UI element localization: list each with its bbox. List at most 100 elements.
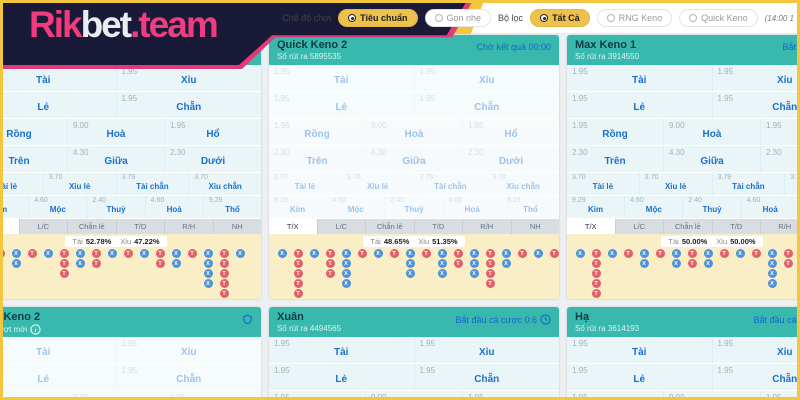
panel-status[interactable]: Bắt đầu cá cược [783, 42, 797, 52]
bet-cell-chẵn[interactable]: 1.95 Chẵn [115, 364, 262, 390]
tab-t-x[interactable]: T/X [3, 219, 19, 234]
bet-cell-thuỷ[interactable]: 2.40 Thuỷ [384, 196, 442, 218]
bet-cell-dưới[interactable]: 2.30 Dưới [164, 146, 261, 172]
bet-cell-chẵn[interactable]: 1.95 Chẵn [413, 92, 560, 118]
bet-cell-giữa[interactable]: 4.30 Giữa [663, 146, 760, 172]
tab-t-d[interactable]: T/D [413, 219, 463, 234]
tab-chẵn-lẻ[interactable]: Chẵn lẻ [365, 219, 414, 234]
filter-option-rng-keno[interactable]: RNG Keno [596, 9, 673, 27]
tab-nh[interactable]: NH [212, 219, 262, 234]
bet-cell-giữa[interactable]: 4.30 Giữa [365, 146, 462, 172]
tab-chẵn-lẻ[interactable]: Chẵn lẻ [663, 219, 712, 234]
bet-cell-tài-chẵn[interactable]: 3.79 Tài chẵn [413, 173, 487, 195]
bet-cell-chẵn[interactable]: 1.95 Chẵn [711, 364, 797, 390]
bet-cell-chẵn[interactable]: 1.95 Chẵn [115, 92, 262, 118]
tab-chẵn-lẻ[interactable]: Chẵn lẻ [67, 219, 116, 234]
bet-cell-xỉu-lẻ[interactable]: 3.70 Xỉu lẻ [638, 173, 712, 195]
panel-status[interactable]: Bắt đầu cá cược 0:6 [456, 314, 551, 325]
bet-cell-chẵn[interactable]: 1.95 Chẵn [711, 92, 797, 118]
bet-cell-mộc[interactable]: 4.60 Mộc [624, 196, 682, 218]
filter-option-all[interactable]: Tất Cả [530, 9, 590, 27]
tab-t-x[interactable]: T/X [269, 219, 317, 234]
brand-logo[interactable]: Rikbet.team [29, 4, 219, 46]
bet-cell-mộc[interactable]: 4.60 Mộc [28, 196, 86, 218]
tab-l-c[interactable]: L/C [316, 219, 366, 234]
bet-cell-xỉu-lẻ[interactable]: 3.70 Xỉu lẻ [42, 173, 116, 195]
bet-cell-xỉu[interactable]: 1.95 Xỉu [711, 65, 798, 91]
tab-r-h[interactable]: R/H [164, 219, 213, 234]
bet-cell-chẵn[interactable]: 1.95 Chẵn [413, 364, 560, 390]
panel-status[interactable] [242, 314, 253, 325]
bet-cell-thuỷ[interactable]: 2.40 Thuỷ [86, 196, 144, 218]
bet-cell-tài-lẻ[interactable]: 3.70 Tài lẻ [567, 173, 639, 195]
mode-option-compact[interactable]: Gọn nhẹ [424, 9, 492, 27]
bet-cell-xỉu[interactable]: 1.95 Xỉu [413, 337, 560, 363]
tab-t-d[interactable]: T/D [711, 219, 761, 234]
filter-option-quick-keno[interactable]: Quick Keno [679, 9, 758, 27]
bet-cell-xỉu[interactable]: 1.95 Xỉu [711, 337, 798, 363]
bet-cell-xỉu-lẻ[interactable]: 3.70 Xỉu lẻ [340, 173, 414, 195]
tab-t-x[interactable]: T/X [567, 219, 615, 234]
tab-l-c[interactable]: L/C [614, 219, 664, 234]
bet-cell-xỉu[interactable]: 1.95 Xỉu [115, 337, 262, 363]
bet-cell-hoả[interactable]: 4.60 Hoả [442, 196, 501, 218]
tab-l-c[interactable]: L/C [18, 219, 68, 234]
mode-option-standard[interactable]: Tiêu chuẩn [338, 9, 418, 27]
tab-t-d[interactable]: T/D [115, 219, 165, 234]
tab-r-h[interactable]: R/H [462, 219, 511, 234]
panel-status[interactable]: Chờ kết quả 00:00 [477, 42, 551, 52]
panel-status[interactable]: Bắt đầu cá cược 0:6 [754, 314, 797, 325]
bet-cell-dưới[interactable]: 2.30 Dưới [462, 146, 559, 172]
bet-cell-xỉu[interactable]: 1.95 Xỉu [413, 65, 560, 91]
bet-cell-dưới[interactable]: 2.30 Dưới [760, 146, 797, 172]
bet-cell-hoả[interactable]: 4.60 Hoả [740, 196, 797, 218]
bet-cell-tài-lẻ[interactable]: 3.70 Tài lẻ [269, 173, 341, 195]
bet-cell-giữa[interactable]: 4.30 Giữa [67, 146, 164, 172]
tab-r-h[interactable]: R/H [760, 219, 797, 234]
bet-cell-tài-chẵn[interactable]: 3.79 Tài chẵn [115, 173, 189, 195]
bet-cell-tài-chẵn[interactable]: 3.79 Tài chẵn [711, 173, 785, 195]
bet-cell-xỉu[interactable]: 1.95 Xỉu [115, 65, 262, 91]
bet-cell-mộc[interactable]: 4.60 Mộc [326, 196, 384, 218]
bet-cell-hoả[interactable]: 4.60 Hoả [144, 196, 203, 218]
